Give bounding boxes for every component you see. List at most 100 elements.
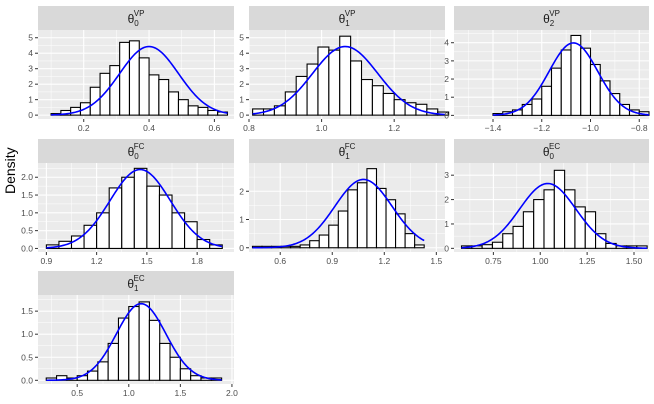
y-tick-label: 0.5: [21, 226, 33, 236]
y-tick-label: 3: [28, 64, 33, 74]
x-tick-label: 0.6: [208, 123, 220, 133]
histogram-bar: [356, 182, 368, 249]
x-tick-label: 1.0: [316, 123, 328, 133]
histogram-bar: [146, 185, 161, 249]
histogram-bar: [128, 305, 140, 381]
y-tick-label: 2: [28, 79, 33, 89]
normal-density-curve: [51, 45, 228, 116]
histogram-bar: [159, 342, 171, 381]
facet-title: θ0EC: [543, 142, 560, 161]
histogram-bar: [109, 65, 121, 116]
histogram-bar: [550, 67, 562, 116]
x-tick-label: 1.2: [378, 256, 390, 266]
histogram-bar: [119, 41, 131, 116]
histogram-bar: [168, 91, 180, 116]
facet-title: θ1EC: [127, 274, 144, 293]
normal-density-curve: [46, 302, 222, 382]
histogram-bar: [404, 102, 417, 116]
histogram-bar: [108, 187, 123, 249]
facet-strip: [249, 6, 445, 30]
facet-strip: [38, 139, 234, 163]
y-tick-label: 2: [444, 195, 449, 205]
histogram-bar: [306, 63, 319, 116]
y-tick-label: 1: [239, 215, 244, 225]
facet-strip: [249, 139, 445, 163]
y-tick-label: 4: [444, 38, 449, 48]
x-tick-label: 1.25: [579, 256, 596, 266]
histogram-bar: [133, 167, 148, 249]
y-tick-label: 5: [239, 33, 244, 43]
histogram-bar: [609, 93, 621, 116]
histogram-bar: [385, 199, 397, 249]
facet-panel-6: θ0EC 0.75 1.00 1.25 1.50 0 1 2 3: [444, 139, 649, 266]
histogram-bar: [414, 244, 425, 249]
y-tick-label: 1: [444, 219, 449, 229]
y-tick-label: 1.0: [21, 208, 33, 218]
facet-strip: [38, 271, 234, 295]
y-tick-label: 1: [28, 95, 33, 105]
histogram-bar: [97, 361, 109, 381]
y-tick-label: 3: [444, 56, 449, 66]
x-tick-label: 1.0: [123, 388, 135, 398]
y-tick-label: 0.5: [21, 352, 33, 362]
histogram-bar: [512, 225, 524, 249]
histogram-bar: [138, 301, 150, 381]
x-tick-label: 1.5: [141, 256, 153, 266]
histogram-bar: [522, 211, 535, 249]
y-tick-label: 4: [28, 48, 33, 58]
histogram-bar: [290, 245, 301, 249]
histogram-bar: [541, 85, 553, 116]
histogram-bar: [533, 199, 545, 249]
histogram-bar: [574, 206, 586, 249]
histogram-bar: [148, 319, 161, 381]
histogram-bar: [190, 375, 202, 381]
y-tick-label: 3: [444, 170, 449, 180]
x-tick-label: 0.9: [326, 256, 338, 266]
histogram-bar: [404, 233, 416, 249]
facet-panel-1: θ0VP 0.2 0.4 0.6 0 1 2 3 4 5: [28, 6, 234, 133]
histogram-bar: [347, 189, 358, 249]
histogram-bar: [158, 194, 173, 249]
x-tick-label: 1.8: [191, 256, 203, 266]
y-tick-label: 5: [28, 33, 33, 43]
y-tick-label: 2.0: [21, 172, 33, 182]
histogram-bar: [580, 47, 592, 116]
histogram-bar: [138, 57, 150, 116]
y-tick-label: 0: [239, 243, 244, 253]
y-tick-label: 1: [239, 95, 244, 105]
histogram-bar: [339, 35, 352, 116]
histogram-bar: [177, 99, 189, 116]
x-tick-label: 0.5: [71, 388, 83, 398]
histogram-bar: [328, 224, 339, 249]
histogram-bar: [491, 241, 504, 249]
histogram-bar: [543, 189, 555, 249]
x-tick-label: 2.0: [226, 388, 238, 398]
histogram-bar: [148, 74, 160, 116]
y-tick-label: 1.0: [21, 329, 33, 339]
x-tick-label: 0.6: [274, 256, 286, 266]
y-tick-label: 0: [444, 243, 449, 253]
x-tick-label: 0.2: [78, 123, 90, 133]
histogram-bar: [107, 342, 120, 381]
x-tick-label: 0.75: [485, 256, 502, 266]
histogram-bar: [360, 78, 373, 116]
y-tick-label: 0.0: [21, 375, 33, 385]
histogram-bar: [169, 356, 181, 381]
x-tick-label: −0.8: [631, 123, 648, 133]
y-tick-label: 1.5: [21, 306, 33, 316]
histogram-bar: [584, 211, 597, 249]
y-tick-label: 3: [239, 64, 244, 74]
normal-density-curve: [46, 168, 223, 249]
facet-title: θ1FC: [339, 142, 356, 161]
histogram-bar: [595, 233, 607, 249]
facet-strip: [454, 139, 649, 163]
facet-panel-2: θ1VP 0.8 1.0 1.2 0 1 2 3 4 5: [239, 6, 450, 133]
histogram-bar: [196, 238, 211, 249]
facet-panel-3: θ2VP −1.4 −1.2 −1.0 −0.8 0 1 2 3 4: [444, 6, 650, 133]
histogram-bar: [187, 105, 199, 116]
histogram-bar: [382, 92, 395, 116]
histogram-bar: [179, 368, 192, 381]
histogram-bar: [197, 106, 209, 116]
histogram-bar: [184, 221, 198, 249]
histogram-bar: [375, 187, 387, 249]
